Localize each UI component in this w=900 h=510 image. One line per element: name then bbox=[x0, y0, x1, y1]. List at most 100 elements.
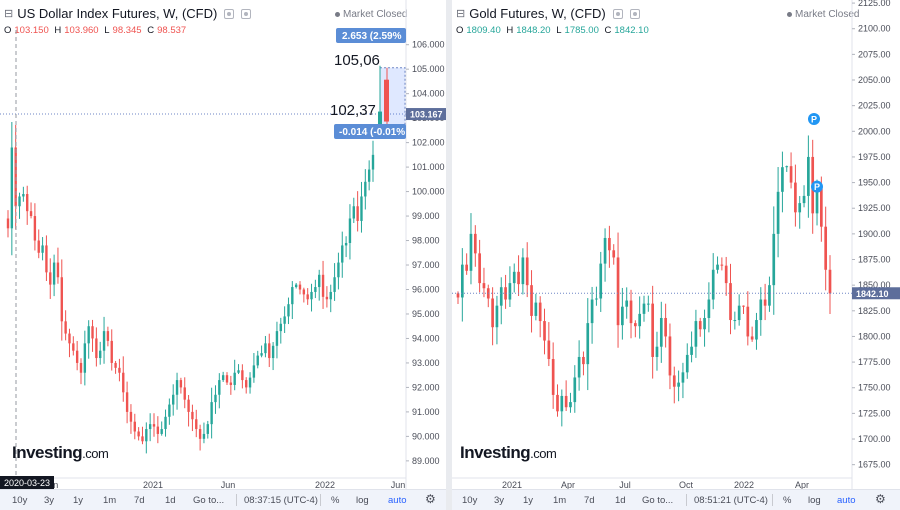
range-7d-button[interactable]: 7d bbox=[134, 495, 145, 506]
settings-icon[interactable] bbox=[612, 8, 623, 19]
y-tick-label: 2025.00 bbox=[858, 101, 891, 111]
candle-body bbox=[508, 283, 512, 300]
log-scale-button[interactable]: log bbox=[808, 495, 821, 506]
candle-body bbox=[191, 411, 194, 420]
range-3y-button[interactable]: 3y bbox=[494, 495, 505, 506]
candle-body bbox=[233, 372, 236, 385]
candle-body bbox=[237, 370, 240, 373]
x-tick-label: Apr bbox=[561, 480, 575, 490]
candle-body bbox=[556, 394, 559, 412]
candle-body bbox=[206, 424, 209, 434]
auto-scale-button[interactable]: auto bbox=[837, 495, 856, 506]
range-1m-button[interactable]: 1m bbox=[103, 495, 117, 506]
x-tick-label: Jun bbox=[221, 480, 236, 490]
candle-body bbox=[608, 237, 611, 251]
candle-body bbox=[465, 264, 468, 271]
candle-body bbox=[746, 306, 750, 337]
y-tick-label: 1850.00 bbox=[858, 280, 891, 290]
candle-body bbox=[56, 262, 60, 278]
candle-body bbox=[318, 274, 321, 288]
candle-body bbox=[160, 429, 163, 434]
candle-body bbox=[642, 303, 646, 314]
eye-icon[interactable] bbox=[241, 8, 252, 19]
candle-body bbox=[478, 253, 481, 284]
x-tick-label: 2021 bbox=[143, 480, 163, 490]
candle-body bbox=[664, 317, 667, 337]
candle-body bbox=[168, 404, 171, 417]
status-dot-icon bbox=[335, 11, 340, 17]
gear-icon[interactable]: ⚙ bbox=[875, 492, 886, 506]
annotation-high: 105,06 bbox=[334, 52, 380, 69]
y-tick-label: 2100.00 bbox=[858, 24, 891, 34]
usdx-chart-panel[interactable]: ⊟ US Dollar Index Futures, W, (CFD) Mark… bbox=[0, 0, 446, 510]
range-1y-button[interactable]: 1y bbox=[73, 495, 84, 506]
candle-body bbox=[781, 167, 784, 192]
candle-body bbox=[828, 269, 832, 294]
log-scale-button[interactable]: log bbox=[356, 495, 369, 506]
range-1d-button[interactable]: 1d bbox=[615, 495, 626, 506]
candle-body bbox=[287, 304, 290, 317]
gear-icon[interactable]: ⚙ bbox=[425, 492, 436, 506]
price-chart[interactable]: 1675.00 1700.00 1725.00 1750.00 1775.00 1800.… bbox=[452, 0, 900, 490]
chart-toolbar: 10y 3y 1y 1m 7d 1d Go to... 08:51:21 (UT… bbox=[452, 489, 900, 510]
candle-body bbox=[569, 402, 572, 408]
candle-body bbox=[325, 296, 329, 300]
candle-body bbox=[789, 166, 793, 183]
percent-scale-button[interactable]: % bbox=[783, 495, 792, 506]
gold-chart-panel[interactable]: ⊟ Gold Futures, W, (CFD) Market Closed O… bbox=[452, 0, 900, 510]
candle-body bbox=[638, 313, 642, 327]
range-10y-button[interactable]: 10y bbox=[462, 495, 478, 506]
range-1d-button[interactable]: 1d bbox=[165, 495, 176, 506]
candle-body bbox=[776, 191, 780, 234]
candle-body bbox=[341, 245, 344, 263]
candle-body bbox=[590, 299, 594, 324]
auto-scale-button[interactable]: auto bbox=[388, 495, 407, 506]
candle-body bbox=[456, 293, 460, 298]
candle-body bbox=[560, 395, 564, 412]
percent-scale-button[interactable]: % bbox=[331, 495, 340, 506]
goto-date-button[interactable]: Go to... bbox=[193, 495, 225, 506]
candle-body bbox=[172, 394, 175, 405]
candle-body bbox=[772, 233, 776, 286]
candle-body bbox=[512, 271, 516, 284]
chart-header: ⊟ Gold Futures, W, (CFD) bbox=[456, 6, 640, 21]
candle-body bbox=[672, 375, 676, 387]
eye-icon[interactable] bbox=[629, 8, 640, 19]
goto-date-button[interactable]: Go to... bbox=[642, 495, 674, 506]
candle-body bbox=[716, 264, 719, 270]
y-tick-label: 1925.00 bbox=[858, 203, 891, 213]
candle-body bbox=[275, 331, 279, 346]
candle-body bbox=[268, 343, 271, 359]
candle-body bbox=[241, 370, 244, 381]
x-tick-label: Jul bbox=[619, 480, 631, 490]
candle-body bbox=[79, 362, 83, 373]
x-tick-label: 2022 bbox=[734, 480, 754, 490]
candle-body bbox=[245, 380, 248, 388]
collapse-icon[interactable]: ⊟ bbox=[456, 8, 466, 20]
candle-body bbox=[742, 305, 745, 307]
range-10y-button[interactable]: 10y bbox=[12, 495, 28, 506]
candle-body bbox=[755, 320, 758, 340]
price-chart[interactable]: 89.000 90.000 91.000 92.000 93.000 94.000 95.0… bbox=[0, 0, 446, 490]
candle-body bbox=[218, 380, 221, 395]
toolbar-divider bbox=[320, 494, 321, 506]
candle-body bbox=[18, 196, 21, 207]
toolbar-divider bbox=[236, 494, 237, 506]
y-tick-label: 1975.00 bbox=[858, 152, 891, 162]
y-tick-label: 91.000 bbox=[412, 407, 440, 417]
settings-icon[interactable] bbox=[224, 8, 235, 19]
candle-body bbox=[22, 194, 25, 197]
range-1m-button[interactable]: 1m bbox=[553, 495, 567, 506]
range-1y-button[interactable]: 1y bbox=[523, 495, 534, 506]
range-7d-button[interactable]: 7d bbox=[584, 495, 595, 506]
candle-body bbox=[634, 323, 637, 327]
collapse-icon[interactable]: ⊟ bbox=[4, 8, 14, 20]
y-tick-label: 93.000 bbox=[412, 358, 440, 368]
toolbar-divider bbox=[772, 494, 773, 506]
candle-body bbox=[603, 237, 607, 264]
y-tick-label: 90.000 bbox=[412, 431, 440, 441]
range-3y-button[interactable]: 3y bbox=[44, 495, 55, 506]
candle-body bbox=[616, 257, 620, 326]
current-price-label: 103.167 bbox=[410, 110, 443, 120]
candle-body bbox=[210, 402, 213, 425]
